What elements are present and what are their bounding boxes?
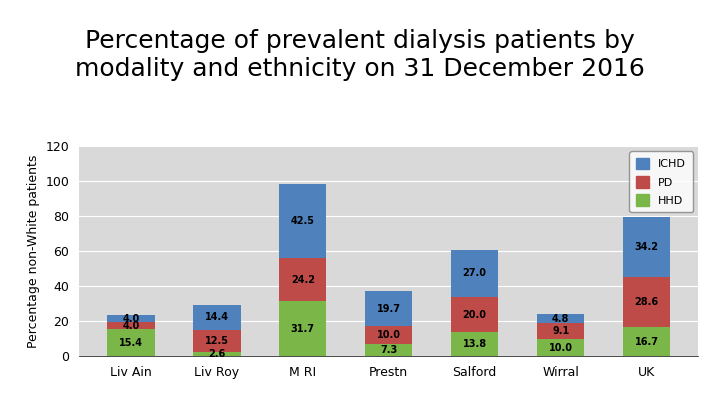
Text: Percentage of prevalent dialysis patients by
modality and ethnicity on 31 Decemb: Percentage of prevalent dialysis patient… — [75, 29, 645, 81]
Bar — [623, 277, 670, 327]
Text: 28.6: 28.6 — [634, 297, 659, 307]
Bar — [279, 258, 326, 301]
Bar — [279, 301, 326, 356]
Text: 12.5: 12.5 — [205, 336, 229, 346]
Text: 4.0: 4.0 — [122, 321, 140, 331]
Bar — [537, 323, 585, 339]
Text: 2.6: 2.6 — [208, 349, 225, 359]
Text: 14.4: 14.4 — [205, 312, 229, 322]
Bar — [279, 184, 326, 258]
Bar — [107, 315, 155, 322]
Text: 13.8: 13.8 — [463, 339, 487, 349]
Bar — [107, 329, 155, 356]
Y-axis label: Percentage non-White patients: Percentage non-White patients — [27, 154, 40, 348]
Bar — [365, 292, 413, 326]
Text: 27.0: 27.0 — [463, 269, 487, 278]
Bar — [193, 305, 240, 330]
Bar — [107, 322, 155, 329]
Bar — [537, 339, 585, 356]
Text: 20.0: 20.0 — [463, 310, 487, 320]
Bar — [537, 314, 585, 323]
Text: 10.0: 10.0 — [377, 330, 401, 340]
Text: 15.4: 15.4 — [119, 338, 143, 348]
Text: 42.5: 42.5 — [291, 216, 315, 226]
Text: 10.0: 10.0 — [549, 343, 572, 353]
Text: 4.8: 4.8 — [552, 313, 570, 324]
Text: 7.3: 7.3 — [380, 345, 397, 355]
Text: 19.7: 19.7 — [377, 304, 401, 314]
Bar — [451, 250, 498, 297]
Bar — [451, 332, 498, 356]
Text: 16.7: 16.7 — [634, 337, 659, 347]
Text: 31.7: 31.7 — [291, 324, 315, 334]
Bar — [451, 297, 498, 332]
Text: 4.0: 4.0 — [122, 314, 140, 324]
Text: 24.2: 24.2 — [291, 275, 315, 285]
Text: 9.1: 9.1 — [552, 326, 570, 336]
Bar — [193, 330, 240, 352]
Legend: ICHD, PD, HHD: ICHD, PD, HHD — [629, 151, 693, 212]
Bar — [193, 352, 240, 356]
Text: 34.2: 34.2 — [634, 242, 659, 252]
Bar — [623, 327, 670, 356]
Bar — [365, 326, 413, 343]
Bar — [623, 217, 670, 277]
Bar — [365, 343, 413, 356]
